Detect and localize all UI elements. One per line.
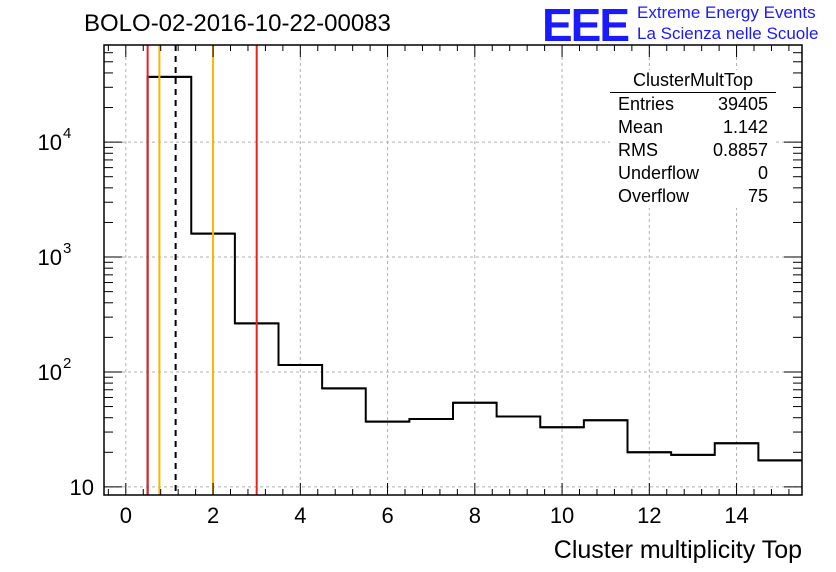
x-tick-label: 2	[207, 503, 219, 528]
stats-label: Mean	[618, 116, 663, 139]
y-tick-label: 10	[38, 245, 62, 270]
stats-value: 0	[758, 162, 768, 185]
y-tick-exponent: 3	[63, 240, 71, 257]
x-tick-label: 14	[724, 503, 748, 528]
stats-label: RMS	[618, 139, 658, 162]
y-tick-label: 10	[70, 475, 94, 500]
x-tick-label: 10	[550, 503, 574, 528]
stats-value: 0.8857	[713, 139, 768, 162]
y-tick-exponent: 4	[63, 125, 71, 142]
stats-label: Entries	[618, 93, 674, 116]
stats-title: ClusterMultTop	[610, 70, 776, 93]
x-axis-label: Cluster multiplicity Top	[554, 536, 802, 565]
x-tick-label: 12	[637, 503, 661, 528]
stats-row-mean: Mean 1.142	[610, 116, 776, 139]
stats-row-entries: Entries 39405	[610, 93, 776, 116]
stats-label: Overflow	[618, 185, 689, 208]
stats-row-rms: RMS 0.8857	[610, 139, 776, 162]
stats-label: Underflow	[618, 162, 699, 185]
stats-row-overflow: Overflow 75	[610, 185, 776, 208]
y-tick-exponent: 2	[63, 355, 71, 372]
stats-value: 1.142	[723, 116, 768, 139]
x-tick-label: 6	[381, 503, 393, 528]
y-tick-label: 10	[38, 130, 62, 155]
stats-value: 39405	[718, 93, 768, 116]
y-tick-label: 10	[38, 360, 62, 385]
stats-box: ClusterMultTop Entries 39405 Mean 1.142 …	[610, 70, 776, 208]
x-tick-label: 0	[120, 503, 132, 528]
stats-value: 75	[748, 185, 768, 208]
x-tick-label: 8	[469, 503, 481, 528]
x-tick-label: 4	[294, 503, 306, 528]
stats-row-underflow: Underflow 0	[610, 162, 776, 185]
